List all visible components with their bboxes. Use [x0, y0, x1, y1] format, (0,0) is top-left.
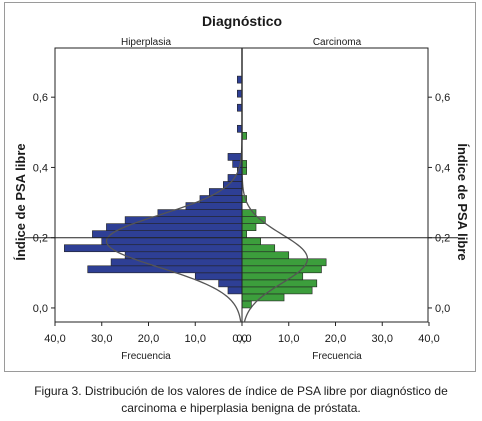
y-axis-label-left: Índice de PSA libre: [13, 143, 28, 260]
y-tick-label-left: 0,0: [33, 303, 48, 315]
hiperplasia-bar: [227, 153, 243, 161]
x-tick-label: 10,0: [278, 333, 299, 345]
hiperplasia-bar: [237, 124, 243, 133]
hiperplasia-bar: [218, 279, 243, 288]
carcinoma-bar: [241, 286, 313, 295]
x-tick-label: 40,0: [44, 333, 65, 345]
y-tick-label-right: 0,4: [435, 162, 450, 174]
carcinoma-bar: [241, 237, 262, 246]
carcinoma-bar: [241, 244, 276, 253]
panel-label-right: Carcinoma: [313, 37, 362, 48]
psa-pyramid-chart: Diagnóstico Hiperplasia Carcinoma Frecue…: [13, 13, 470, 362]
carcinoma-bar: [241, 300, 252, 309]
y-tick-label-left: 0,2: [33, 233, 48, 245]
carcinoma-bar: [241, 132, 247, 140]
x-tick-label: 20,0: [138, 333, 159, 345]
hiperplasia-bar: [110, 258, 243, 267]
caption-line-1: Figura 3. Distribución de los valores de…: [34, 384, 448, 398]
carcinoma-bar: [241, 265, 322, 274]
plot-area: 0,0 0,00,2 0,20,4 0,40,6 0,640,0 30,0 20,0 10,0…: [24, 47, 458, 345]
y-tick-label-left: 0,6: [33, 92, 48, 104]
hiperplasia-bar: [237, 89, 243, 98]
x-tick-label: 0,0: [236, 333, 251, 345]
y-tick-label-right: 0,6: [435, 92, 450, 104]
y-tick-label-left: 0,4: [33, 162, 48, 174]
hiperplasia-bar: [64, 244, 243, 253]
panel-label-left: Hiperplasia: [121, 37, 171, 48]
x-axis-label-left: Frecuencia: [121, 351, 171, 362]
x-tick-label: 0,0: [232, 333, 247, 345]
x-tick-label: 10,0: [185, 333, 206, 345]
hiperplasia-bar: [106, 223, 243, 231]
y-tick-label-right: 0,2: [435, 233, 450, 245]
y-tick-label-right: 0,0: [435, 303, 450, 315]
x-tick-label: 30,0: [91, 333, 112, 345]
hiperplasia-bar: [227, 286, 243, 295]
carcinoma-bar: [241, 258, 327, 267]
hiperplasia-bar: [199, 195, 243, 203]
x-tick-label: 30,0: [372, 333, 393, 345]
hiperplasia-bar: [101, 237, 243, 246]
hiperplasia-bar: [124, 251, 243, 260]
carcinoma-bar: [241, 279, 318, 288]
carcinoma-bar: [241, 251, 290, 260]
figure-frame: [4, 2, 476, 372]
hiperplasia-bar: [237, 103, 243, 112]
hiperplasia-bar: [237, 75, 243, 84]
y-axis-label-right: Índice de PSA libre: [455, 143, 470, 260]
x-axis-label-right: Frecuencia: [312, 351, 362, 362]
x-tick-label: 20,0: [325, 333, 346, 345]
chart-title: Diagnóstico: [202, 13, 282, 29]
hiperplasia-bar: [157, 209, 243, 217]
x-tick-label: 40,0: [418, 333, 439, 345]
carcinoma-bar: [241, 230, 247, 238]
carcinoma-bar: [241, 223, 257, 231]
caption-line-2: carcinoma e hiperplasia benigna de próst…: [121, 401, 361, 415]
hiperplasia-bar: [194, 272, 243, 281]
figure-caption: Figura 3. Distribución de los valores de…: [10, 383, 472, 417]
carcinoma-bar: [241, 293, 285, 302]
